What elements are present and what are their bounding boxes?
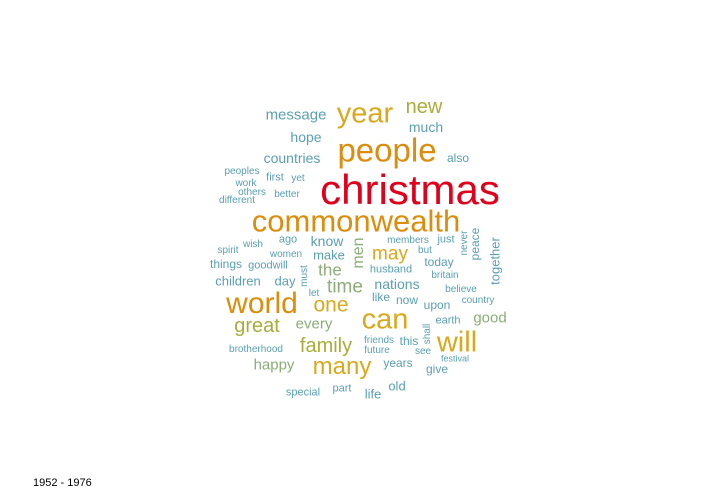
cloud-word: goodwill (248, 259, 288, 272)
cloud-word: let (308, 288, 320, 299)
cloud-word: world (226, 287, 298, 320)
cloud-word: know (310, 233, 344, 249)
cloud-word: spirit (217, 245, 239, 256)
cloud-word: christmas (320, 166, 500, 213)
cloud-word: years (383, 356, 413, 370)
cloud-word: part (332, 382, 352, 395)
cloud-word: hope (290, 129, 322, 145)
cloud-word: shall (422, 323, 433, 345)
cloud-word: wish (242, 239, 264, 250)
cloud-word: one (313, 293, 349, 317)
cloud-word: many (312, 353, 372, 380)
cloud-word: every (295, 315, 333, 333)
cloud-word: better (274, 189, 300, 200)
cloud-word: now (395, 293, 419, 307)
cloud-word: good (473, 309, 507, 327)
cloud-word: give (425, 362, 449, 376)
cloud-word: great (234, 315, 280, 337)
cloud-word: must (299, 265, 310, 287)
cloud-word: happy (253, 356, 295, 374)
cloud-word: peoples (224, 166, 260, 177)
cloud-word: upon (423, 298, 451, 312)
cloud-word: year (336, 97, 394, 130)
cloud-word: peace (468, 227, 482, 261)
cloud-word: brotherhood (229, 344, 283, 355)
cloud-word: see (414, 346, 432, 357)
cloud-word: today (424, 255, 454, 269)
cloud-word: will (436, 326, 478, 359)
cloud-word: time (327, 276, 363, 298)
cloud-word: children (215, 273, 261, 289)
cloud-word: country (461, 295, 495, 306)
cloud-word: may (372, 243, 408, 265)
cloud-word: make (313, 247, 345, 263)
cloud-word: people (337, 131, 437, 169)
cloud-word: the (318, 260, 342, 280)
cloud-word: new (405, 96, 443, 118)
cloud-word: but (418, 245, 432, 256)
cloud-word: yet (291, 173, 305, 184)
cloud-word: this (399, 334, 419, 348)
cloud-word: just (437, 233, 455, 246)
cloud-word: believe (445, 284, 477, 295)
cloud-word: family (299, 335, 353, 357)
cloud-word: earth (435, 314, 461, 327)
cloud-word: day (274, 273, 296, 289)
cloud-word: men (350, 237, 367, 269)
cloud-word: friends (363, 335, 395, 346)
cloud-word: things (209, 257, 243, 271)
cloud-word: old (388, 378, 406, 394)
cloud-word: like (371, 290, 391, 304)
cloud-word: festival (440, 353, 470, 364)
cloud-word: special (285, 386, 321, 399)
cloud-word: first (266, 171, 284, 184)
cloud-word: countries (263, 150, 321, 166)
cloud-word: also (446, 151, 470, 165)
cloud-word: members (387, 235, 429, 246)
cloud-word: can (361, 303, 409, 336)
cloud-word: others (238, 187, 266, 198)
cloud-word: britain (431, 270, 459, 281)
cloud-word: women (269, 249, 303, 260)
cloud-word: ago (278, 233, 298, 246)
cloud-word: commonwealth (251, 203, 461, 239)
cloud-word: work (235, 178, 257, 189)
cloud-word: life (364, 386, 382, 402)
year-range-caption: 1952 - 1976 (33, 477, 92, 489)
cloud-word: different (219, 195, 255, 206)
cloud-word: much (408, 119, 444, 135)
cloud-word: nations (374, 276, 420, 292)
cloud-word: husband (369, 263, 413, 276)
cloud-word: together (487, 237, 503, 285)
cloud-word: future (364, 345, 390, 356)
cloud-word: message (265, 106, 327, 124)
